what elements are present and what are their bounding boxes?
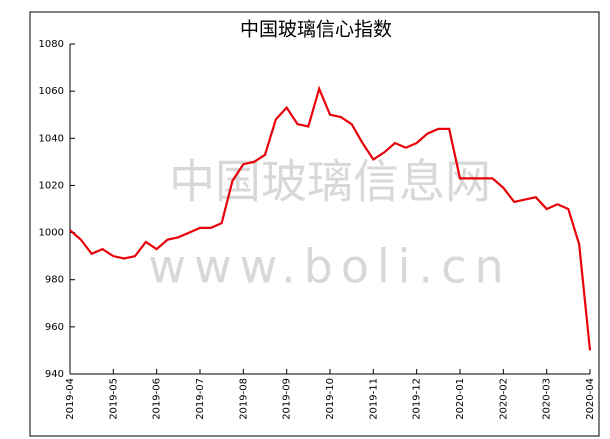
x-tick-label: 2020-02 bbox=[498, 378, 509, 420]
x-tick-label: 2019-05 bbox=[108, 378, 119, 420]
y-tick-label: 960 bbox=[45, 322, 64, 333]
x-tick-label: 2019-12 bbox=[412, 378, 423, 420]
y-tick-label: 980 bbox=[45, 275, 64, 286]
x-tick-label: 2019-11 bbox=[368, 378, 379, 420]
x-tick-label: 2019-04 bbox=[65, 378, 76, 420]
x-tick-label: 2020-01 bbox=[455, 378, 466, 420]
y-tick-label: 940 bbox=[45, 369, 64, 380]
y-tick-label: 1040 bbox=[39, 133, 64, 144]
x-tick-label: 2019-09 bbox=[282, 378, 293, 420]
x-tick-label: 2020-03 bbox=[542, 378, 553, 420]
y-tick-label: 1060 bbox=[39, 86, 64, 97]
watermark: 中国玻璃信息网 bbox=[169, 155, 491, 209]
frame bbox=[29, 11, 600, 437]
y-tick-label: 1080 bbox=[39, 39, 64, 50]
x-tick-label: 2019-07 bbox=[195, 378, 206, 420]
x-tick-label: 2020-04 bbox=[585, 378, 596, 420]
x-tick-label: 2019-10 bbox=[325, 378, 336, 420]
chart-title: 中国玻璃信心指数 bbox=[240, 19, 392, 41]
x-tick-label: 2019-08 bbox=[238, 378, 249, 420]
y-tick-label: 1020 bbox=[39, 180, 64, 191]
y-tick-label: 1000 bbox=[39, 228, 64, 239]
x-tick-label: 2019-06 bbox=[152, 378, 163, 420]
line bbox=[69, 85, 592, 351]
watermark: www.boli.cn bbox=[148, 240, 511, 294]
